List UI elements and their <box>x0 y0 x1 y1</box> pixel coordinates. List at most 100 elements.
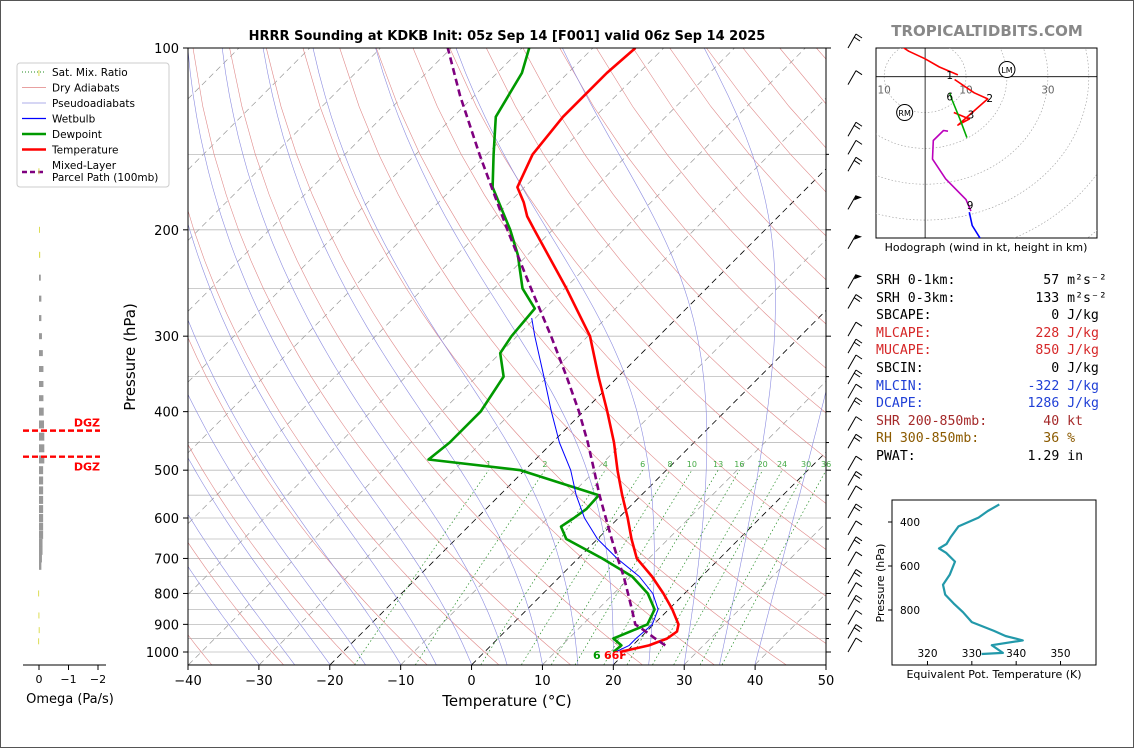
mix-ratio-line <box>415 470 546 665</box>
mix-ratio-label: 30 <box>801 460 811 469</box>
omega-tick-label: 0 <box>36 673 43 686</box>
y-axis-label: Pressure (hPa) <box>121 303 139 411</box>
surface-dewpoint-label: 6 <box>593 649 601 662</box>
omega-bar <box>39 333 42 340</box>
omega-bar <box>38 590 40 597</box>
isotherm <box>542 380 826 665</box>
omega-bar <box>39 530 44 539</box>
index-row: DCAPE: 1286 J/kg <box>876 395 1099 413</box>
hodograph-height-label: 9 <box>967 200 974 212</box>
hodograph-trace <box>931 129 972 212</box>
wind-barb <box>847 156 863 172</box>
omega-bar <box>38 638 40 645</box>
index-value: 36 % <box>1043 431 1076 447</box>
wind-barb <box>847 637 863 653</box>
index-value: 1.29 in <box>1027 448 1084 464</box>
index-row: SHR 200-850mb: 40 kt <box>876 413 1086 431</box>
hodograph-trace <box>953 78 989 126</box>
mix-ratio-label: 6 <box>640 460 645 469</box>
x-tick-label: 50 <box>818 674 835 689</box>
omega-bar <box>39 251 41 258</box>
dgz-label: DGZ <box>74 417 100 430</box>
mix-ratio-label: 2 <box>542 460 547 469</box>
pseudoadiabat <box>375 48 614 665</box>
index-row: MUCAPE: 850 J/kg <box>876 342 1099 360</box>
hodograph-trace <box>968 212 981 238</box>
dgz-label: DGZ <box>74 461 100 474</box>
pseudoadiabat <box>754 389 826 665</box>
wind-barb <box>847 234 862 250</box>
dry-adiabat <box>376 48 826 597</box>
pseudoadiabat <box>562 48 708 665</box>
dry-adiabat <box>229 48 643 665</box>
pseudoadiabat <box>312 48 579 665</box>
x-tick-label: 20 <box>605 674 622 689</box>
skewt-plot-frame <box>187 47 827 666</box>
omega-bar <box>38 168 40 175</box>
omega-bar <box>39 522 44 531</box>
mix-ratio-label: 13 <box>713 460 723 469</box>
mix-ratio-line <box>574 470 693 665</box>
y-tick-label: 100 <box>154 42 179 57</box>
surface-temperature-label: 66F <box>604 649 627 662</box>
index-name: MLCIN: <box>876 378 924 394</box>
omega-bar <box>39 381 44 388</box>
dry-adiabat <box>596 48 826 325</box>
index-name: SRH 0-1km: <box>876 273 956 288</box>
wind-barb <box>847 354 863 370</box>
isotherm <box>329 168 826 665</box>
legend-label: Dewpoint <box>52 129 102 141</box>
omega-panel: 0 −1 −2 DGZ DGZ <box>23 70 106 686</box>
isotherm <box>613 451 826 665</box>
pseudoadiabat <box>188 566 260 665</box>
wind-barb <box>847 383 863 399</box>
index-value: 0 J/kg <box>1051 308 1099 324</box>
omega-bar <box>39 432 45 441</box>
mix-ratio-label: 4 <box>603 460 608 469</box>
omega-bar <box>39 514 44 523</box>
index-value: 850 J/kg <box>1035 343 1099 359</box>
omega-tick-label: −1 <box>60 673 76 686</box>
legend-label: Pseudoadiabats <box>52 98 135 110</box>
mix-ratio-label: 24 <box>777 460 787 469</box>
wind-barb <box>847 70 863 85</box>
x-axis-label: Temperature (°C) <box>441 692 571 710</box>
wind-barb <box>847 33 863 49</box>
theta-e-ylabel: Pressure (hPa) <box>874 544 887 623</box>
hodograph-marker-label: LM <box>1001 66 1012 75</box>
index-row: PWAT: 1.29 in <box>876 448 1086 466</box>
legend-label: Parcel Path (100mb) <box>52 172 158 184</box>
omega-bar <box>39 420 45 429</box>
hodograph-marker <box>998 61 1016 79</box>
x-tick-label: 10 <box>534 674 551 689</box>
y-tick-label: 300 <box>154 330 179 345</box>
index-row: MLCAPE: 228 J/kg <box>876 325 1099 343</box>
wind-barb <box>847 503 863 519</box>
hodograph-trace <box>948 92 968 138</box>
theta-e-y-tick-label: 400 <box>900 517 920 529</box>
theta-e-trace <box>937 503 1024 656</box>
index-value: 1286 J/kg <box>1027 396 1099 412</box>
omega-bar <box>39 466 44 475</box>
legend-label: Dry Adiabats <box>52 83 120 95</box>
wind-barb <box>847 485 863 501</box>
wind-barb <box>847 455 863 471</box>
omega-bar <box>38 612 40 619</box>
omega-axis-label: Omega (Pa/s) <box>26 692 114 707</box>
omega-bar <box>39 226 40 233</box>
hodograph-height-label: 3 <box>968 109 975 121</box>
hodograph-marker-label: RM <box>898 109 911 118</box>
wind-barb <box>847 274 862 289</box>
wind-barb <box>847 536 863 552</box>
dry-adiabat <box>188 444 356 665</box>
mix-ratio-label: 20 <box>758 460 768 469</box>
index-value: 133 m²s⁻² <box>1035 290 1107 306</box>
index-value: 228 J/kg <box>1035 325 1099 341</box>
series-wetbulb <box>531 318 659 653</box>
mix-ratio-label: 8 <box>667 460 672 469</box>
omega-bar <box>39 455 45 464</box>
mix-ratio-labels: 1 2 4 6 8 10 13 16 20 24 30 36 <box>486 460 831 469</box>
index-name: SRH 0-3km: <box>876 290 956 306</box>
index-value: 57 m²s⁻² <box>1043 273 1107 288</box>
